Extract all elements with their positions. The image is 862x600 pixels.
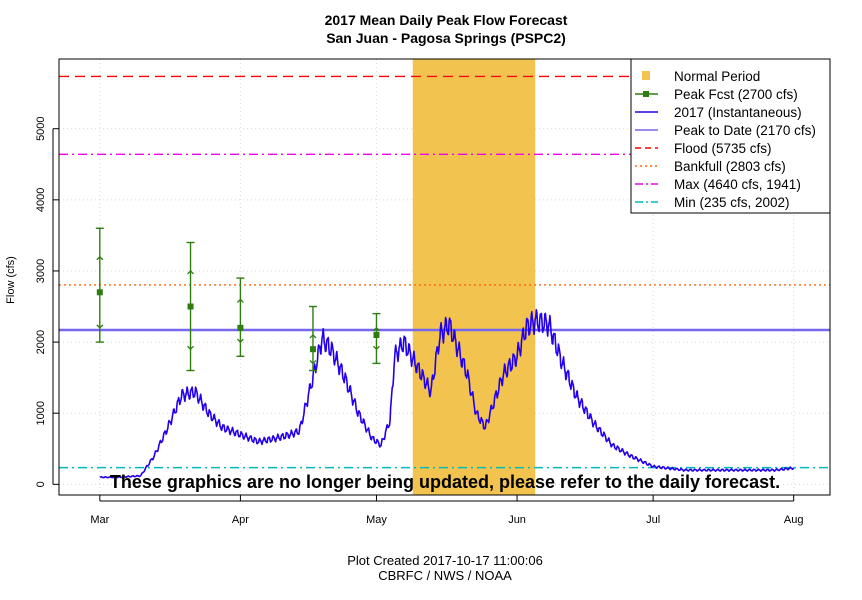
- forecast-arrow-up: [187, 270, 194, 275]
- legend-swatch-normal: [642, 71, 650, 80]
- y-tick-label: 4000: [35, 188, 47, 212]
- forecast-point-group: [308, 305, 317, 372]
- legend-label-peak-to-date: Peak to Date (2170 cfs): [674, 123, 816, 138]
- forecast-marker: [373, 331, 380, 338]
- x-tick-label: Jul: [646, 514, 660, 526]
- legend-label-max: Max (4640 cfs, 1941): [674, 177, 801, 192]
- chart-subtitle: San Juan - Pagosa Springs (PSPC2): [326, 30, 566, 46]
- x-tick-label: May: [366, 514, 387, 526]
- plot-frame: [58, 58, 831, 496]
- forecast-arrow-up: [96, 255, 104, 261]
- normal-period-band: [412, 59, 536, 495]
- forecast-point-group: [236, 277, 245, 358]
- y-tick-label: 2000: [35, 330, 47, 354]
- legend-marker-peak-fcst: [643, 91, 649, 97]
- legend-label-min: Min (235 cfs, 2002): [674, 195, 790, 210]
- forecast-arrow-down: [96, 324, 104, 329]
- peak-forecasts: [95, 227, 381, 372]
- y-tick-label: 5000: [35, 116, 47, 140]
- forecast-arrow-up: [236, 298, 244, 303]
- forecast-marker: [237, 324, 244, 331]
- y-tick-label: 0: [35, 481, 47, 487]
- x-tick-label: Mar: [90, 514, 109, 526]
- notice-text: These graphics are no longer being updat…: [110, 472, 780, 492]
- normal-period-rect: [412, 59, 536, 495]
- forecast-arrow-down: [187, 345, 194, 351]
- legend-label-instantaneous: 2017 (Instantaneous): [674, 105, 802, 120]
- forecast-marker: [187, 303, 194, 310]
- y-axis-label: Flow (cfs): [5, 256, 17, 304]
- forecast-marker: [96, 289, 103, 296]
- flow-series: [99, 308, 795, 479]
- forecast-arrow-down: [309, 359, 317, 365]
- legend: Normal Period Peak Fcst (2700 cfs) 2017 …: [630, 58, 831, 214]
- y-axis: 0 1000 2000 3000 4000 5000: [35, 116, 59, 487]
- plot-created: Plot Created 2017-10-17 11:00:06: [347, 553, 543, 568]
- x-tick-label: Jun: [508, 514, 526, 526]
- forecast-marker: [309, 346, 316, 353]
- legend-label-normal: Normal Period: [674, 69, 760, 84]
- forecast-arrow-down: [373, 345, 380, 351]
- legend-box: [630, 58, 831, 214]
- forecast-arrow-up: [373, 326, 380, 332]
- credit: CBRFC / NWS / NOAA: [378, 568, 512, 583]
- forecast-point-group: [95, 227, 104, 343]
- legend-label-bankfull: Bankfull (2803 cfs): [674, 159, 786, 174]
- x-axis: Mar Apr May Jun Jul Aug: [90, 495, 804, 526]
- forecast-arrow-down: [236, 338, 244, 343]
- x-tick-label: Apr: [232, 514, 249, 526]
- chart-title: 2017 Mean Daily Peak Flow Forecast: [325, 12, 568, 28]
- forecast-point-group: [186, 241, 195, 372]
- legend-label-peak-fcst: Peak Fcst (2700 cfs): [674, 87, 798, 102]
- forecast-arrow-up: [309, 334, 317, 339]
- y-tick-label: 3000: [35, 259, 47, 283]
- x-tick-label: Aug: [784, 514, 804, 526]
- series-line-2017: [99, 308, 795, 479]
- forecast-point-group: [372, 312, 381, 365]
- legend-label-flood: Flood (5735 cfs): [674, 141, 772, 156]
- y-tick-label: 1000: [35, 401, 47, 425]
